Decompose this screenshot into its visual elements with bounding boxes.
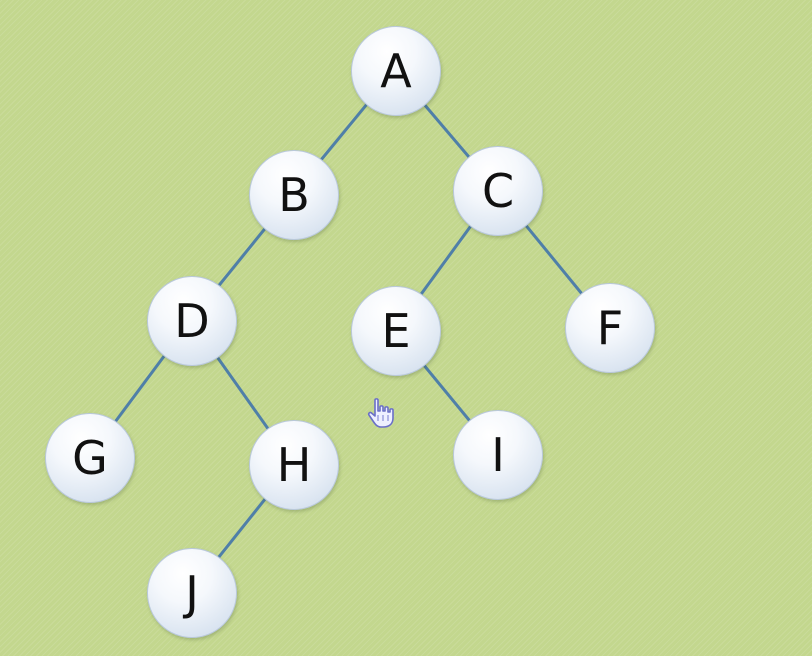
node-i: I (453, 410, 543, 500)
node-label-e: E (381, 304, 411, 358)
node-f: F (565, 283, 655, 373)
node-label-d: D (174, 294, 210, 348)
node-label-g: G (72, 431, 108, 485)
node-label-j: J (185, 566, 199, 620)
node-g: G (45, 413, 135, 503)
node-label-i: I (491, 428, 505, 482)
node-j: J (147, 548, 237, 638)
node-h: H (249, 420, 339, 510)
hand-pointer-icon (366, 396, 402, 432)
node-label-h: H (276, 438, 312, 492)
node-d: D (147, 276, 237, 366)
node-label-c: C (481, 164, 515, 218)
node-c: C (453, 146, 543, 236)
node-label-b: B (278, 168, 310, 222)
node-label-a: A (380, 44, 412, 98)
node-b: B (249, 150, 339, 240)
node-e: E (351, 286, 441, 376)
node-a: A (351, 26, 441, 116)
node-label-f: F (596, 301, 624, 355)
